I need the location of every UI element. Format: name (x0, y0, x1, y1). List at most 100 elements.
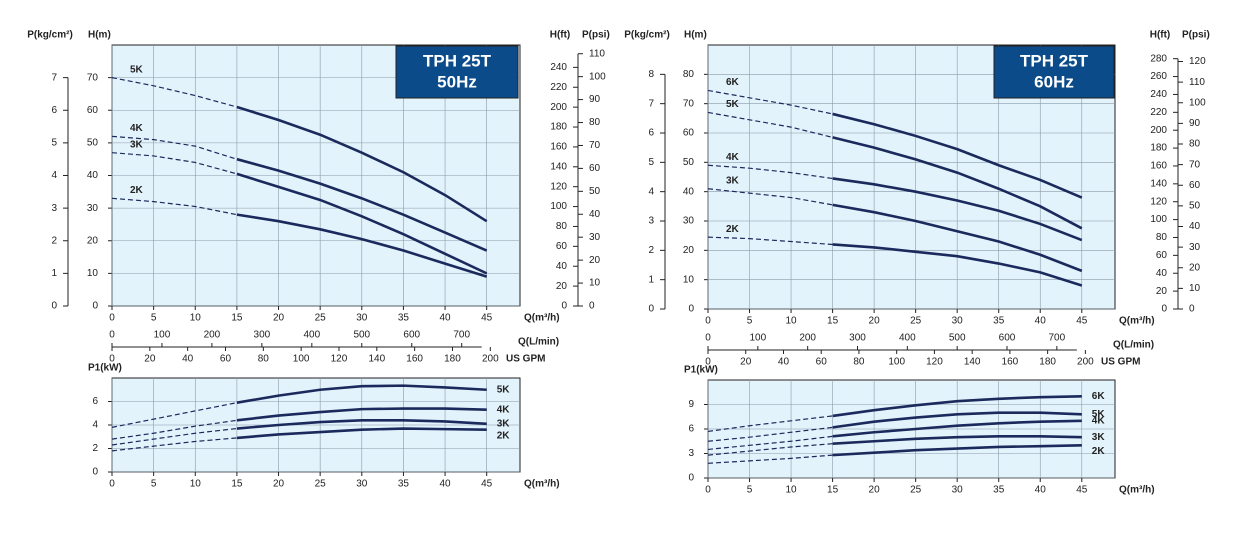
series-label: 3K (130, 139, 144, 150)
series-line (832, 444, 1082, 457)
series-line (236, 427, 487, 440)
x-tick-label: 160 (406, 354, 423, 365)
series-label: 4K (497, 404, 511, 415)
series-line (832, 177, 1083, 242)
y-tick-label: 7 (648, 98, 654, 109)
series-line-dashed (707, 111, 833, 138)
series-line (832, 419, 1082, 438)
series-line-dashed (707, 426, 833, 442)
y-tick-label: 50 (1189, 201, 1201, 212)
y-tick-label: 8 (648, 69, 654, 80)
x-tick-label: 140 (368, 354, 385, 365)
series-line-dashed (111, 197, 238, 216)
y-tick-label: 180 (1150, 143, 1167, 154)
x-tick-label: 40 (1035, 316, 1047, 327)
axis-label: P(psi) (1182, 30, 1210, 41)
series-line-dashed (707, 188, 833, 206)
y-tick-label: 240 (550, 62, 567, 73)
y-tick-label: 90 (589, 94, 601, 105)
series-line (236, 172, 488, 275)
x-tick-label: 10 (785, 316, 797, 327)
y-tick-label: 2 (92, 443, 98, 454)
x-tick-label: 30 (356, 313, 368, 324)
y-tick-label: 60 (683, 128, 695, 139)
x-tick-label: 45 (481, 313, 493, 324)
x-tick-label: 60 (816, 357, 828, 368)
x-tick-label: 45 (481, 479, 493, 490)
x-tick-label: 400 (303, 330, 320, 341)
y-tick-label: 10 (589, 278, 601, 289)
y-tick-label: 120 (550, 181, 567, 192)
y-tick-label: 70 (87, 72, 99, 83)
y-tick-label: 0 (92, 467, 98, 478)
y-tick-label: 160 (550, 142, 567, 153)
series-label: 2K (130, 185, 144, 196)
x-tick-label: 200 (482, 354, 499, 365)
y-tick-label: 40 (87, 170, 99, 181)
series-line-dashed (707, 164, 833, 180)
x-tick-label: 15 (827, 316, 839, 327)
x-tick-label: 0 (109, 479, 115, 490)
x-tick-label: 200 (799, 333, 816, 344)
x-tick-label: 25 (315, 479, 327, 490)
x-tick-label: 40 (439, 479, 451, 490)
x-tick-label: 20 (869, 316, 881, 327)
x-tick-label: 5 (151, 313, 157, 324)
y-tick-label: 60 (1189, 180, 1201, 191)
y-tick-label: 3 (51, 203, 57, 214)
series-line-dashed (707, 454, 833, 464)
y-tick-label: 0 (92, 301, 98, 312)
y-tick-label: 60 (556, 241, 568, 252)
y-tick-label: 60 (1156, 250, 1168, 261)
x-tick-label: 20 (144, 354, 156, 365)
x-tick-label: 25 (910, 316, 922, 327)
series-line-dashed (111, 77, 238, 108)
x-tick-label: 45 (1076, 316, 1088, 327)
x-tick-label: 40 (182, 354, 194, 365)
x-tick-label: 700 (453, 330, 470, 341)
series-label: 4K (1092, 415, 1106, 426)
x-tick-label: 5 (747, 485, 753, 496)
y-tick-label: 20 (1156, 286, 1168, 297)
y-tick-label: 0 (688, 304, 694, 315)
x-tick-label: 10 (190, 313, 202, 324)
x-tick-label: 20 (869, 485, 881, 496)
x-tick-label: 0 (705, 316, 711, 327)
x-tick-label: 200 (204, 330, 221, 341)
y-tick-label: 6 (648, 128, 654, 139)
x-tick-label: 100 (293, 354, 310, 365)
x-tick-label: 0 (705, 357, 711, 368)
y-tick-label: 6 (688, 424, 694, 435)
chart-subtitle: 60Hz (1034, 72, 1074, 91)
series-line-dashed (111, 135, 238, 160)
series-line (236, 384, 487, 404)
x-tick-label: 35 (993, 485, 1005, 496)
x-tick-label: 180 (1039, 357, 1056, 368)
series-line-dashed (707, 443, 833, 456)
y-tick-label: 280 (1150, 53, 1167, 64)
y-tick-label: 0 (688, 473, 694, 484)
y-tick-label: 40 (589, 209, 601, 220)
x-tick-label: 140 (964, 357, 981, 368)
y-tick-label: 240 (1150, 89, 1167, 100)
y-tick-label: 9 (688, 399, 694, 410)
series-line-dashed (111, 419, 237, 440)
x-tick-label: 700 (1048, 333, 1065, 344)
y-tick-label: 40 (556, 261, 568, 272)
y-tick-label: 50 (87, 138, 99, 149)
y-tick-label: 6 (92, 396, 98, 407)
y-tick-label: 140 (550, 161, 567, 172)
x-tick-label: 15 (231, 313, 243, 324)
y-tick-label: 20 (556, 281, 568, 292)
y-tick-label: 2 (51, 235, 57, 246)
series-line-dashed (707, 435, 833, 451)
axis-label: P(psi) (582, 30, 610, 41)
series-line (236, 407, 487, 422)
series-label: 3K (726, 175, 740, 186)
x-axis-label: Q(m³/h) (1119, 316, 1155, 327)
series-line (832, 411, 1082, 429)
y-tick-label: 20 (87, 235, 99, 246)
y-tick-label: 70 (589, 140, 601, 151)
x-tick-label: 40 (439, 313, 451, 324)
